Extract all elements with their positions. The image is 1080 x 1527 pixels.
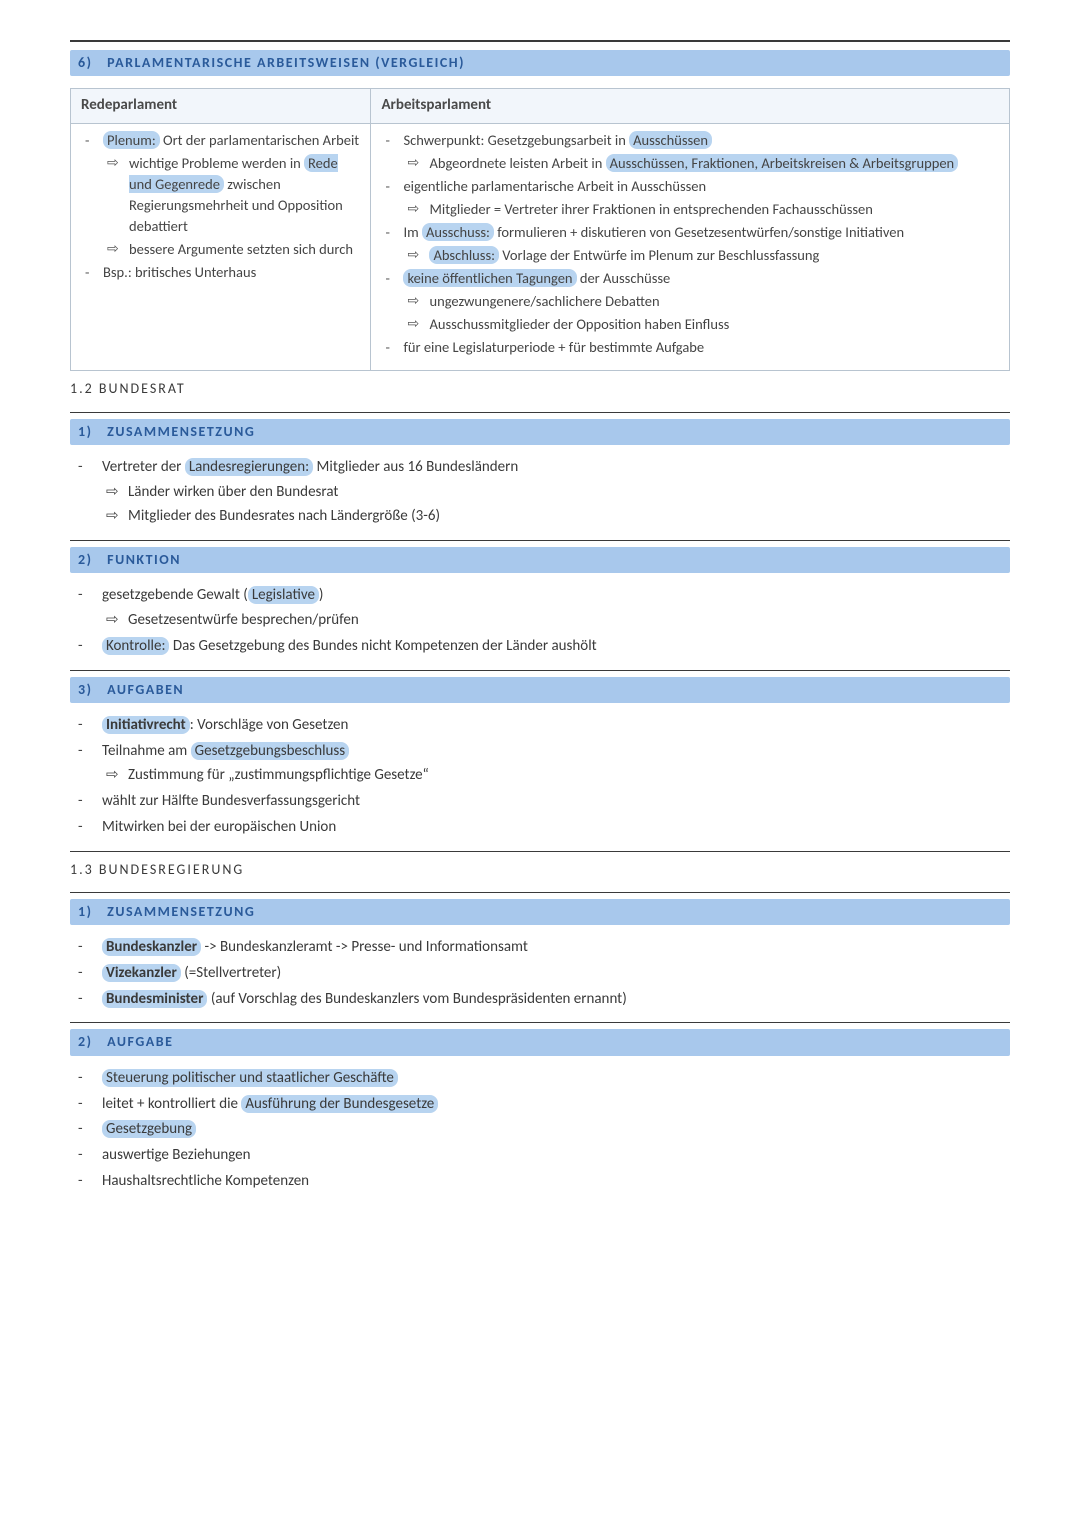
bg2-i5: Haushaltsrechtliche Kompetenzen (102, 1171, 1010, 1193)
rule (70, 670, 1010, 671)
right-sub-4: ungezwungenere/sachlichere Debatten (429, 291, 999, 312)
bg1-i2: Vizekanzler (=Stellvertreter) (102, 963, 1010, 985)
left-sub-2: bessere Argumente setzten sich durch (129, 239, 360, 260)
bg-heading-2: 2) AUFGABE (70, 1029, 1010, 1055)
rule (70, 851, 1010, 852)
rule (70, 892, 1010, 893)
bg1-list: Bundeskanzler -> Bundeskanzleramt -> Pre… (70, 937, 1010, 1010)
rule (70, 412, 1010, 413)
bg2-i3: Gesetzgebung (102, 1119, 1010, 1141)
br3-i4: wählt zur Hälfte Bundesverfassungsgerich… (102, 791, 1010, 813)
bg2-i4: auswertige Beziehungen (102, 1145, 1010, 1167)
right-sub-5: Ausschussmitglieder der Opposition haben… (429, 314, 999, 335)
heading-1-2: 1.2 BUNDESRAT (70, 379, 1010, 399)
br2-i3: Kontrolle: Das Gesetzgebung des Bundes n… (102, 636, 1010, 658)
right-sub-3: Abschluss: Vorlage der Entwürfe im Plenu… (429, 245, 999, 266)
bg2-i2: leitet + kontrolliert die Ausführung der… (102, 1094, 1010, 1116)
rule (70, 540, 1010, 541)
comparison-table: Redeparlament Arbeitsparlament Plenum: O… (70, 88, 1010, 371)
heading-6: 6) PARLAMENTARISCHE ARBEITSWEISEN (VERGL… (70, 50, 1010, 76)
heading-6-num: 6) (78, 53, 92, 73)
br1-i2: Länder wirken über den Bundesrat (128, 482, 1010, 504)
left-item-2: Bsp.: britisches Unterhaus (103, 262, 360, 283)
br1-i3: Mitglieder des Bundesrates nach Ländergr… (128, 506, 1010, 528)
br-heading-3: 3) AUFGABEN (70, 677, 1010, 703)
br3-i1: Initiativrecht: Vorschläge von Gesetzen (102, 715, 1010, 737)
rule-top (70, 40, 1010, 42)
left-item-1: Plenum: Ort der parlamentarischen Arbeit… (103, 130, 360, 260)
br1-i1: Vertreter der Landesregierungen: Mitglie… (102, 457, 1010, 528)
right-item-2: eigentliche parlamentarische Arbeit in A… (403, 176, 999, 220)
br3-i2: Teilnahme am Gesetzgebungsbeschluss Zust… (102, 741, 1010, 788)
col2-body: Schwerpunkt: Gesetzgebungsarbeit in Auss… (371, 124, 1010, 371)
bg1-i3: Bundesminister (auf Vorschlag des Bundes… (102, 989, 1010, 1011)
right-item-1: Schwerpunkt: Gesetzgebungsarbeit in Auss… (403, 130, 999, 174)
br1-list: Vertreter der Landesregierungen: Mitglie… (70, 457, 1010, 528)
col2-head: Arbeitsparlament (371, 89, 1010, 124)
right-sub-1: Abgeordnete leisten Arbeit in Ausschüsse… (429, 153, 999, 174)
left-sub-1: wichtige Probleme werden in Rede und Geg… (129, 153, 360, 237)
bg2-i1: Steuerung politischer und staatlicher Ge… (102, 1068, 1010, 1090)
br-heading-1: 1) ZUSAMMENSETZUNG (70, 419, 1010, 445)
br2-list: gesetzgebende Gewalt (Legislative) Geset… (70, 585, 1010, 657)
heading-6-title: PARLAMENTARISCHE ARBEITSWEISEN (VERGLEIC… (107, 54, 465, 71)
br-heading-2: 2) FUNKTION (70, 547, 1010, 573)
rule (70, 1022, 1010, 1023)
heading-1-3: 1.3 BUNDESREGIERUNG (70, 860, 1010, 880)
right-item-5: für eine Legislaturperiode + für bestimm… (403, 337, 999, 358)
right-item-3: Im Ausschuss: formulieren + diskutieren … (403, 222, 999, 266)
br3-list: Initiativrecht: Vorschläge von Gesetzen … (70, 715, 1010, 839)
right-item-4: keine öffentlichen Tagungen der Ausschüs… (403, 268, 999, 335)
br3-i5: Mitwirken bei der europäischen Union (102, 817, 1010, 839)
br3-i3: Zustimmung für „zustimmungspflichtige Ge… (128, 765, 1010, 787)
bg1-i1: Bundeskanzler -> Bundeskanzleramt -> Pre… (102, 937, 1010, 959)
bg2-list: Steuerung politischer und staatlicher Ge… (70, 1068, 1010, 1193)
br2-i2: Gesetzesentwürfe besprechen/prüfen (128, 610, 1010, 632)
col1-body: Plenum: Ort der parlamentarischen Arbeit… (71, 124, 371, 371)
col1-head: Redeparlament (71, 89, 371, 124)
hl-plenum: Plenum: (103, 131, 160, 149)
br2-i1: gesetzgebende Gewalt (Legislative) Geset… (102, 585, 1010, 632)
right-sub-2: Mitglieder = Vertreter ihrer Fraktionen … (429, 199, 999, 220)
bg-heading-1: 1) ZUSAMMENSETZUNG (70, 899, 1010, 925)
